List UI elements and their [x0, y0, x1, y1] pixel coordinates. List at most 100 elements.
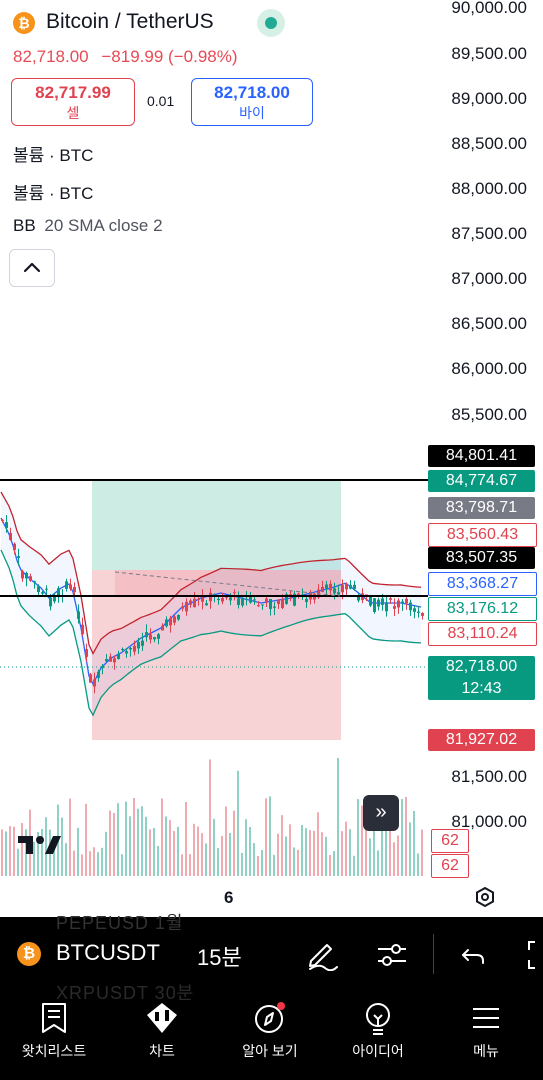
timeframe-button[interactable]: 15분 [197, 945, 242, 970]
volume-bar [77, 827, 79, 876]
candle-body [85, 649, 88, 657]
indicator-volume-1[interactable]: 볼륨 · BTC [13, 146, 94, 165]
volume-bar [253, 843, 255, 876]
candle-body [393, 606, 396, 609]
volume-bar [277, 833, 279, 876]
candle-body [421, 613, 424, 616]
compass-icon [255, 1002, 285, 1033]
volume-bar [353, 855, 355, 876]
volume-bar [237, 770, 239, 876]
volume-bar [269, 796, 271, 876]
candle-body [233, 592, 236, 594]
undo-icon[interactable] [459, 941, 487, 974]
settings-hexagon-icon[interactable] [474, 886, 496, 913]
nav-menu[interactable]: 메뉴 [432, 997, 540, 1061]
volume-bar [189, 854, 191, 876]
price-axis-label: 90,000.00 [451, 0, 527, 17]
indicator-volume-2[interactable]: 볼륨 · BTC [13, 184, 94, 203]
volume-bar [105, 831, 107, 876]
volume-bar [193, 823, 195, 876]
candle-body [129, 647, 132, 650]
volume-bar [317, 812, 319, 876]
sell-label: 셀 [66, 105, 80, 121]
price-axis-label: 81,500.00 [451, 767, 527, 786]
nav-ideas[interactable]: 아이디어 [324, 997, 432, 1061]
candle-body [93, 679, 96, 687]
stop-loss-zone [92, 570, 341, 740]
buy-button[interactable]: 82,718.00 바이 [191, 78, 313, 126]
volume-bar [61, 817, 63, 876]
volume-bar [389, 810, 391, 876]
scroll-to-realtime-button[interactable]: » [363, 795, 399, 831]
candle-body [277, 599, 280, 604]
volume-bar [273, 854, 275, 876]
candle-body [373, 598, 376, 612]
candle-body [417, 611, 420, 613]
volume-bar [45, 817, 47, 876]
chart-canvas[interactable] [0, 0, 428, 880]
candle-body [413, 608, 416, 612]
tradingview-logo-icon[interactable] [16, 833, 62, 862]
candle-body [57, 588, 60, 597]
volume-bar [213, 818, 215, 876]
volume-bar [393, 842, 395, 876]
candle-body [389, 598, 392, 600]
nav-watchlist[interactable]: 왓치리스트 [0, 997, 108, 1061]
price-tag: 83,176.12 [428, 597, 537, 621]
collapse-legend-button[interactable] [9, 249, 55, 287]
candle-body [349, 585, 352, 589]
volume-bar [305, 828, 307, 876]
candle-body [33, 581, 36, 583]
nav-explore[interactable]: 알아 보기 [216, 997, 324, 1061]
candle-body [269, 599, 272, 609]
candle-body [133, 645, 136, 652]
price-tag: 83,798.71 [428, 497, 535, 519]
candle-body [225, 596, 228, 598]
price-axis-label: 87,000.00 [451, 269, 527, 288]
candle-body [229, 597, 232, 601]
volume-bar [21, 822, 23, 876]
sell-button[interactable]: 82,717.99 셀 [11, 78, 135, 126]
fullscreen-icon[interactable] [525, 938, 543, 977]
candle-body [89, 674, 92, 683]
candle-body [293, 593, 296, 606]
indicators-sliders-icon[interactable] [375, 940, 409, 975]
spread-value: 0.01 [147, 93, 175, 109]
drawing-tool-pen-icon[interactable] [305, 937, 339, 976]
candle-body [377, 599, 380, 607]
nav-chart[interactable]: 차트 [108, 997, 216, 1061]
candle-body [169, 618, 172, 626]
candle-body [333, 588, 336, 594]
symbol-button[interactable]: BTCUSDT [56, 940, 160, 965]
candle-body [381, 598, 384, 605]
volume-bar [173, 830, 175, 876]
volume-bar [9, 826, 11, 876]
price-tag: 83,507.35 [428, 547, 535, 569]
candle-body [281, 598, 284, 608]
candle-body [145, 632, 148, 638]
candle-body [245, 598, 248, 600]
candle-body [405, 598, 408, 604]
candle-body [201, 596, 204, 602]
volume-bar [65, 843, 67, 876]
chart-icon [147, 1003, 177, 1033]
candle-body [21, 571, 24, 579]
price-axis-label: 88,000.00 [451, 179, 527, 198]
price-axis-label: 81,000.00 [451, 812, 527, 831]
volume-bar [301, 825, 303, 876]
volume-bar [165, 816, 167, 876]
volume-bar [309, 830, 311, 876]
candle-body [337, 592, 340, 595]
volume-bar [361, 805, 363, 876]
volume-bar [185, 801, 187, 876]
symbol-title[interactable]: Bitcoin / TetherUS [46, 10, 214, 33]
candle-body [237, 598, 240, 605]
buy-price: 82,718.00 [214, 83, 290, 102]
quote-line: 82,718.00 −819.99 (−0.98%) [13, 47, 238, 67]
position-entry-dashed-line [114, 571, 341, 597]
volume-bar [109, 810, 111, 876]
volume-bar [373, 822, 375, 876]
volume-bar [285, 836, 287, 876]
candle-body [53, 595, 56, 602]
indicator-bollinger[interactable]: BB 20 SMA close 2 [13, 216, 163, 235]
